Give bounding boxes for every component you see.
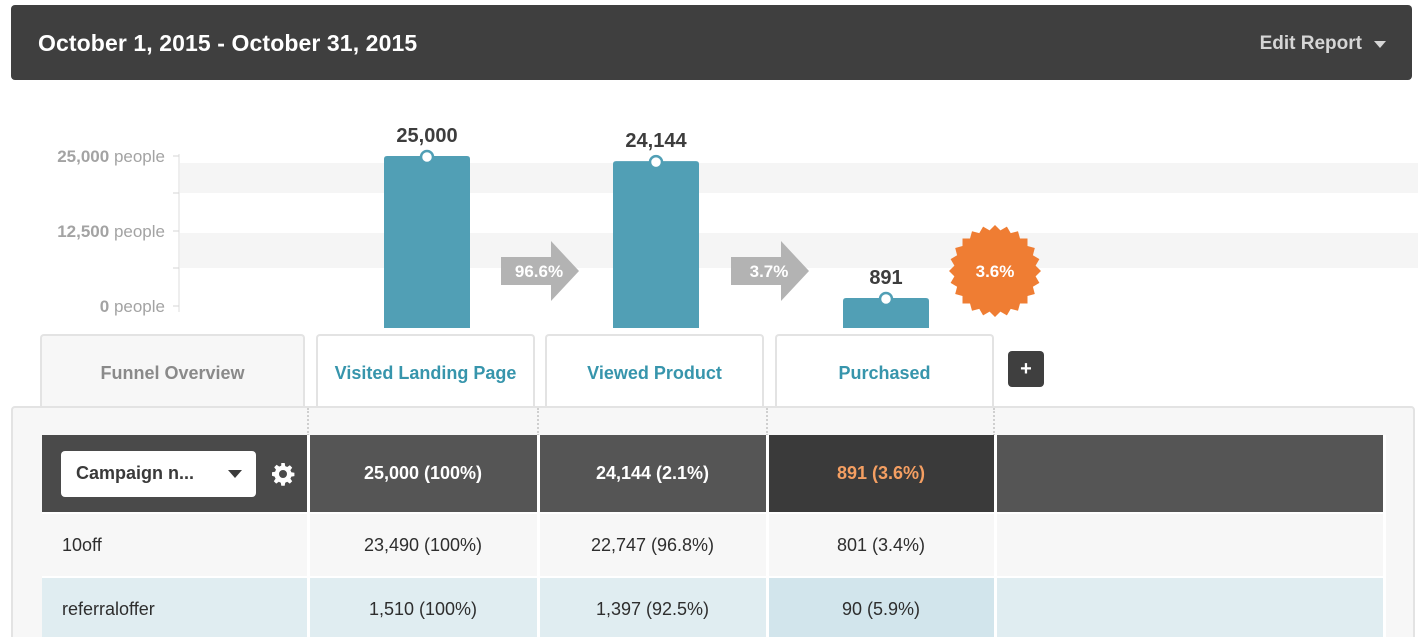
tab-funnel-overview-label: Funnel Overview — [100, 362, 245, 383]
tab-viewed-product[interactable]: Viewed Product — [545, 334, 764, 422]
date-range-title[interactable]: October 1, 2015 - October 31, 2015 — [38, 30, 418, 56]
total-purchased: 891 (3.6%) — [767, 435, 997, 513]
bar-point — [648, 154, 664, 170]
conversion-arrow-icon — [731, 241, 809, 301]
tab-purchased[interactable]: Purchased — [775, 334, 994, 422]
segment-property-select[interactable]: Campaign n... — [61, 450, 256, 497]
funnel-bar — [843, 298, 929, 328]
funnel-chart: 25,000 people 12,500 people 0 people 25,000… — [0, 88, 1418, 338]
y-tick-label: 12,500 people — [57, 222, 165, 241]
caret-down-icon — [1374, 40, 1386, 48]
overall-conversion-label: 3.6% — [976, 262, 1015, 281]
y-tick-label: 0 people — [100, 297, 165, 316]
funnel-bar — [384, 156, 470, 328]
tab-funnel-overview[interactable]: Funnel Overview — [40, 334, 305, 410]
bar-value-label: 25,000 — [396, 125, 457, 147]
tab-visited-landing-page[interactable]: Visited Landing Page — [316, 334, 535, 422]
total-visited-landing-page: 25,000 (100%) — [308, 435, 540, 513]
filler-cell — [995, 576, 1386, 637]
funnel-bar — [613, 161, 699, 328]
column-divider — [307, 408, 309, 436]
cell-visited-landing-page: 23,490 (100%) — [308, 512, 540, 577]
add-step-button[interactable]: + — [1008, 351, 1044, 387]
tab-step-label: Purchased — [838, 362, 931, 383]
overall-conversion-badge — [949, 225, 1041, 317]
cell-viewed-product: 1,397 (92.5%) — [538, 576, 769, 637]
y-tick-label: 25,000 people — [57, 147, 165, 166]
bar-point — [419, 149, 435, 165]
bar-point — [878, 291, 894, 307]
cell-visited-landing-page: 1,510 (100%) — [308, 576, 540, 637]
tab-step-label: Viewed Product — [587, 362, 722, 383]
gear-icon[interactable] — [271, 462, 295, 486]
table-row[interactable]: referraloffer 1,510 (100%) 1,397 (92.5%)… — [42, 576, 1386, 637]
table-header-row: Campaign n... 25,000 (100%) 24,144 (2.1%… — [42, 435, 1386, 513]
tab-step-label: Visited Landing Page — [334, 362, 517, 383]
segment-property-label: Campaign n... — [76, 463, 195, 483]
header-filler-cell — [995, 435, 1386, 513]
column-divider — [993, 408, 995, 436]
filler-cell — [995, 512, 1386, 577]
segment-label: referraloffer — [42, 576, 310, 637]
conversion-arrow-icon — [501, 241, 579, 301]
chevron-down-icon — [228, 469, 242, 478]
total-viewed-product: 24,144 (2.1%) — [538, 435, 769, 513]
column-divider — [537, 408, 539, 436]
segment-label: 10off — [42, 512, 310, 577]
cell-purchased: 801 (3.4%) — [767, 512, 997, 577]
funnel-chart-svg: 25,000 people 12,500 people 0 people 25,000… — [57, 125, 1418, 328]
segment-header-cell: Campaign n... — [42, 435, 310, 513]
bar-value-label: 24,144 — [625, 130, 687, 152]
cell-purchased: 90 (5.9%) — [767, 576, 997, 637]
edit-report-button[interactable]: Edit Report — [1260, 33, 1386, 55]
cell-viewed-product: 22,747 (96.8%) — [538, 512, 769, 577]
conversion-rate-label: 3.7% — [750, 262, 789, 281]
report-header: October 1, 2015 - October 31, 2015 Edit … — [11, 5, 1412, 80]
table-row[interactable]: 10off 23,490 (100%) 22,747 (96.8%) 801 (… — [42, 512, 1386, 577]
edit-report-label: Edit Report — [1259, 33, 1362, 54]
bar-value-label: 891 — [869, 267, 902, 289]
column-divider — [766, 408, 768, 436]
funnel-breakdown-table: Campaign n... 25,000 (100%) 24,144 (2.1%… — [42, 435, 1386, 637]
grid-band — [180, 163, 1418, 193]
conversion-rate-label: 96.6% — [515, 262, 563, 281]
